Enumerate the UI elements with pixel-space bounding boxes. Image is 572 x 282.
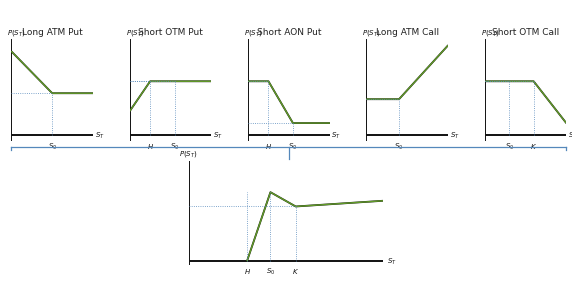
Text: $H$: $H$ bbox=[265, 142, 272, 151]
Text: $P(S_T)$: $P(S_T)$ bbox=[7, 28, 26, 38]
Text: $P(S_T)$: $P(S_T)$ bbox=[244, 28, 263, 38]
Text: $H$: $H$ bbox=[244, 266, 251, 276]
Title: Long ATM Put: Long ATM Put bbox=[22, 28, 82, 37]
Text: $S_T$: $S_T$ bbox=[213, 131, 223, 141]
Text: $S_T$: $S_T$ bbox=[94, 131, 105, 141]
Text: $K$: $K$ bbox=[530, 142, 537, 151]
Text: $P(S_T)$: $P(S_T)$ bbox=[179, 149, 198, 159]
Text: $S_T$: $S_T$ bbox=[387, 256, 397, 266]
Text: $S_0$: $S_0$ bbox=[394, 142, 404, 152]
Title: Long ATM Call: Long ATM Call bbox=[376, 28, 439, 37]
Title: Short AON Put: Short AON Put bbox=[257, 28, 321, 37]
Text: $S_0$: $S_0$ bbox=[47, 142, 57, 152]
Text: $S_0$: $S_0$ bbox=[288, 142, 297, 152]
Text: $S_0$: $S_0$ bbox=[505, 142, 514, 152]
Text: $S_0$: $S_0$ bbox=[266, 266, 275, 277]
Title: Short OTM Put: Short OTM Put bbox=[138, 28, 203, 37]
Text: $P(S_T)$: $P(S_T)$ bbox=[362, 28, 381, 38]
Text: $P(S_T)$: $P(S_T)$ bbox=[126, 28, 145, 38]
Text: $K$: $K$ bbox=[292, 266, 299, 276]
Text: $H$: $H$ bbox=[146, 142, 154, 151]
Title: Short OTM Call: Short OTM Call bbox=[492, 28, 559, 37]
Text: $S_0$: $S_0$ bbox=[170, 142, 179, 152]
Text: $P(S_T)$: $P(S_T)$ bbox=[480, 28, 499, 38]
Text: $S_T$: $S_T$ bbox=[568, 131, 572, 141]
Text: $S_T$: $S_T$ bbox=[331, 131, 341, 141]
Text: $S_T$: $S_T$ bbox=[450, 131, 459, 141]
